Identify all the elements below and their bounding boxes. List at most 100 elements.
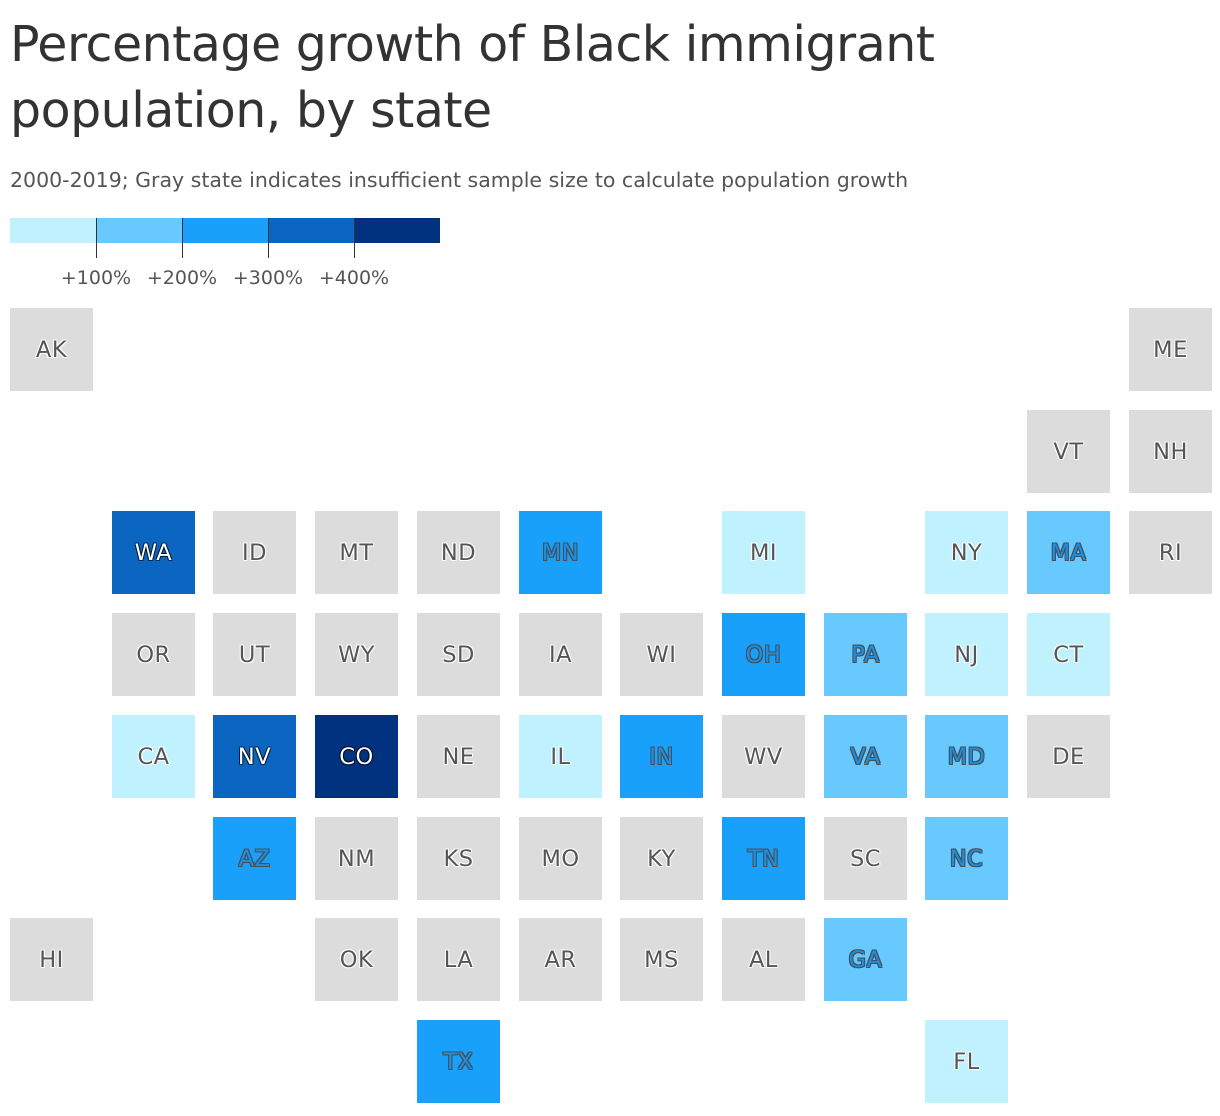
state-tile-mo[interactable]: MO xyxy=(519,817,602,900)
state-label: MI xyxy=(749,539,778,566)
state-tile-ny[interactable]: NY xyxy=(925,511,1008,594)
state-tile-ms[interactable]: MS xyxy=(620,918,703,1001)
state-tile-la[interactable]: LA xyxy=(417,918,500,1001)
state-label: OR xyxy=(136,641,171,668)
state-label: MN xyxy=(541,539,580,566)
state-label: DE xyxy=(1052,743,1085,770)
state-tile-in[interactable]: IN xyxy=(620,715,703,798)
state-label: WA xyxy=(134,539,173,566)
state-label: WY xyxy=(338,641,375,668)
state-label: TN xyxy=(747,845,780,872)
legend-tick xyxy=(182,218,183,258)
state-tile-tn[interactable]: TN xyxy=(722,817,805,900)
state-tile-oh[interactable]: OH xyxy=(722,613,805,696)
state-label: HI xyxy=(39,946,64,973)
state-label: IA xyxy=(548,641,573,668)
legend-swatch xyxy=(96,218,182,243)
state-tile-ne[interactable]: NE xyxy=(417,715,500,798)
state-tile-nj[interactable]: NJ xyxy=(925,613,1008,696)
state-tile-ri[interactable]: RI xyxy=(1129,511,1212,594)
chart-title: Percentage growth of Black immigrant pop… xyxy=(10,16,935,139)
legend-swatch xyxy=(182,218,268,243)
state-label: SC xyxy=(850,845,881,872)
state-tile-ky[interactable]: KY xyxy=(620,817,703,900)
state-tile-va[interactable]: VA xyxy=(824,715,907,798)
state-tile-md[interactable]: MD xyxy=(925,715,1008,798)
state-label: AK xyxy=(35,336,68,363)
state-label: AR xyxy=(544,946,577,973)
state-tile-ct[interactable]: CT xyxy=(1027,613,1110,696)
state-tile-tx[interactable]: TX xyxy=(417,1020,500,1103)
state-tile-ak[interactable]: AK xyxy=(10,308,93,391)
state-tile-mn[interactable]: MN xyxy=(519,511,602,594)
state-tile-mi[interactable]: MI xyxy=(722,511,805,594)
state-label: GA xyxy=(848,946,883,973)
state-label: OK xyxy=(339,946,374,973)
state-label: NV xyxy=(237,743,272,770)
legend-tick-label: +300% xyxy=(232,267,304,289)
state-label: PA xyxy=(851,641,880,668)
state-label: MT xyxy=(339,539,374,566)
state-label: FL xyxy=(953,1048,980,1075)
state-label: TX xyxy=(443,1048,474,1075)
state-tile-il[interactable]: IL xyxy=(519,715,602,798)
state-tile-ia[interactable]: IA xyxy=(519,613,602,696)
state-tile-wi[interactable]: WI xyxy=(620,613,703,696)
state-tile-sc[interactable]: SC xyxy=(824,817,907,900)
legend-tick-label: +400% xyxy=(318,267,390,289)
legend-swatch xyxy=(268,218,354,243)
state-label: MO xyxy=(541,845,580,872)
state-tile-nv[interactable]: NV xyxy=(213,715,296,798)
chart-subtitle: 2000-2019; Gray state indicates insuffic… xyxy=(10,168,909,192)
state-label: MD xyxy=(947,743,986,770)
state-label: IL xyxy=(550,743,571,770)
state-tile-ga[interactable]: GA xyxy=(824,918,907,1001)
state-tile-mt[interactable]: MT xyxy=(315,511,398,594)
legend-tick-label: +100% xyxy=(60,267,132,289)
state-label: IN xyxy=(649,743,674,770)
state-label: WI xyxy=(646,641,677,668)
state-tile-de[interactable]: DE xyxy=(1027,715,1110,798)
state-tile-wv[interactable]: WV xyxy=(722,715,805,798)
state-label: UT xyxy=(238,641,271,668)
state-tile-or[interactable]: OR xyxy=(112,613,195,696)
state-tile-al[interactable]: AL xyxy=(722,918,805,1001)
state-tile-ok[interactable]: OK xyxy=(315,918,398,1001)
state-label: KY xyxy=(647,845,676,872)
legend-tick-label: +200% xyxy=(146,267,218,289)
state-label: CA xyxy=(137,743,170,770)
state-tile-nd[interactable]: ND xyxy=(417,511,500,594)
state-tile-id[interactable]: ID xyxy=(213,511,296,594)
state-tile-wa[interactable]: WA xyxy=(112,511,195,594)
state-label: NC xyxy=(949,845,984,872)
state-label: SD xyxy=(442,641,475,668)
color-legend: +100% +200% +300% +400% xyxy=(10,218,440,298)
state-label: NJ xyxy=(954,641,979,668)
state-label: NH xyxy=(1153,438,1188,465)
state-tile-vt[interactable]: VT xyxy=(1027,410,1110,493)
state-label: ME xyxy=(1153,336,1188,363)
state-tile-pa[interactable]: PA xyxy=(824,613,907,696)
state-tile-co[interactable]: CO xyxy=(315,715,398,798)
state-label: VT xyxy=(1053,438,1084,465)
state-tile-nm[interactable]: NM xyxy=(315,817,398,900)
state-tile-fl[interactable]: FL xyxy=(925,1020,1008,1103)
state-tile-az[interactable]: AZ xyxy=(213,817,296,900)
state-tile-ma[interactable]: MA xyxy=(1027,511,1110,594)
state-tile-ca[interactable]: CA xyxy=(112,715,195,798)
state-tile-nh[interactable]: NH xyxy=(1129,410,1212,493)
state-label: CT xyxy=(1053,641,1084,668)
state-tile-nc[interactable]: NC xyxy=(925,817,1008,900)
state-tile-ks[interactable]: KS xyxy=(417,817,500,900)
state-label: WV xyxy=(744,743,783,770)
state-tile-wy[interactable]: WY xyxy=(315,613,398,696)
state-tile-ut[interactable]: UT xyxy=(213,613,296,696)
state-label: AZ xyxy=(238,845,271,872)
legend-tick xyxy=(96,218,97,258)
state-label: RI xyxy=(1158,539,1183,566)
state-tile-me[interactable]: ME xyxy=(1129,308,1212,391)
state-tile-ar[interactable]: AR xyxy=(519,918,602,1001)
state-tile-hi[interactable]: HI xyxy=(10,918,93,1001)
state-tile-sd[interactable]: SD xyxy=(417,613,500,696)
